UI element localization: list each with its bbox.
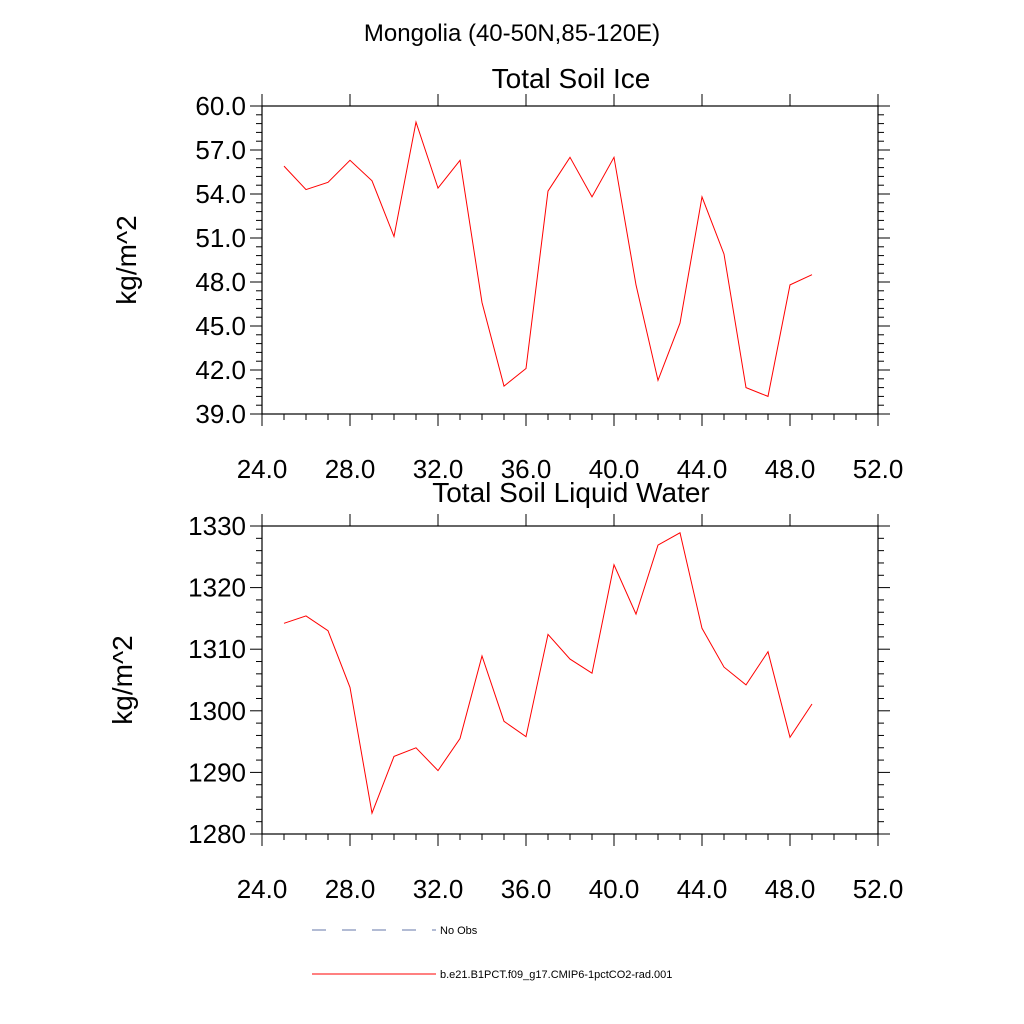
x-tick-label: 48.0 <box>765 874 816 904</box>
y-tick-label: 39.0 <box>195 399 246 429</box>
y-tick-label: 51.0 <box>195 223 246 253</box>
x-tick-label: 40.0 <box>589 874 640 904</box>
y-tick-labels: 1280 1290 1300 1310 1320 1330 <box>188 511 246 849</box>
legend-item-model-run: b.e21.B1PCT.f09_g17.CMIP6-1pctCO2-rad.00… <box>312 969 672 981</box>
x-tick-label: 32.0 <box>413 874 464 904</box>
x-tick-label: 36.0 <box>501 454 552 484</box>
tick-marks <box>250 94 890 426</box>
y-tick-label: 1330 <box>188 511 246 541</box>
x-tick-label: 28.0 <box>325 874 376 904</box>
y-tick-label: 60.0 <box>195 91 246 121</box>
y-tick-labels: 39.0 42.0 45.0 48.0 51.0 54.0 57.0 60.0 <box>195 91 246 429</box>
legend-label: No Obs <box>440 925 478 937</box>
y-tick-label: 42.0 <box>195 355 246 385</box>
soil-ice-panel: Total Soil Ice kg/m^2 39.0 42.0 45.0 48.0 51… <box>111 63 903 484</box>
series-line <box>283 532 813 815</box>
x-tick-label: 40.0 <box>589 454 640 484</box>
plot-frame <box>261 105 879 415</box>
y-tick-label: 1290 <box>188 757 246 787</box>
y-tick-label: 57.0 <box>195 135 246 165</box>
x-tick-label: 52.0 <box>853 454 904 484</box>
y-tick-label: 45.0 <box>195 311 246 341</box>
y-tick-label: 54.0 <box>195 179 246 209</box>
soil-liquid-water-panel: Total Soil Liquid Water kg/m^2 128012901… <box>107 477 903 904</box>
legend: No Obs b.e21.B1PCT.f09_g17.CMIP6-1pctCO2… <box>312 925 672 981</box>
x-tick-label: 24.0 <box>237 454 288 484</box>
x-tick-labels: 24.0 28.0 32.0 36.0 40.0 44.0 48.0 52.0 <box>237 454 904 484</box>
series-line <box>283 120 813 398</box>
y-tick-label: 1280 <box>188 819 246 849</box>
y-axis-label: kg/m^2 <box>111 215 142 304</box>
x-tick-label: 44.0 <box>677 874 728 904</box>
y-tick-label: 1310 <box>188 634 246 664</box>
plot-frame <box>261 525 879 835</box>
panel-title: Total Soil Liquid Water <box>432 477 710 508</box>
panel-title: Total Soil Ice <box>492 63 651 94</box>
figure-title: Mongolia (40-50N,85-120E) <box>364 20 660 47</box>
y-tick-label: 48.0 <box>195 267 246 297</box>
tick-marks <box>250 514 890 846</box>
legend-label: b.e21.B1PCT.f09_g17.CMIP6-1pctCO2-rad.00… <box>440 969 672 981</box>
x-tick-label: 48.0 <box>765 454 816 484</box>
x-tick-labels: 24.0 28.0 32.0 36.0 40.0 44.0 48.0 52.0 <box>237 874 904 904</box>
y-axis-label: kg/m^2 <box>107 635 138 724</box>
y-tick-label: 1320 <box>188 573 246 603</box>
x-tick-label: 52.0 <box>853 874 904 904</box>
x-tick-label: 44.0 <box>677 454 728 484</box>
x-tick-label: 32.0 <box>413 454 464 484</box>
x-tick-label: 24.0 <box>237 874 288 904</box>
x-tick-label: 36.0 <box>501 874 552 904</box>
legend-item-no-obs: No Obs <box>312 925 478 937</box>
y-tick-label: 1300 <box>188 696 246 726</box>
x-tick-label: 28.0 <box>325 454 376 484</box>
